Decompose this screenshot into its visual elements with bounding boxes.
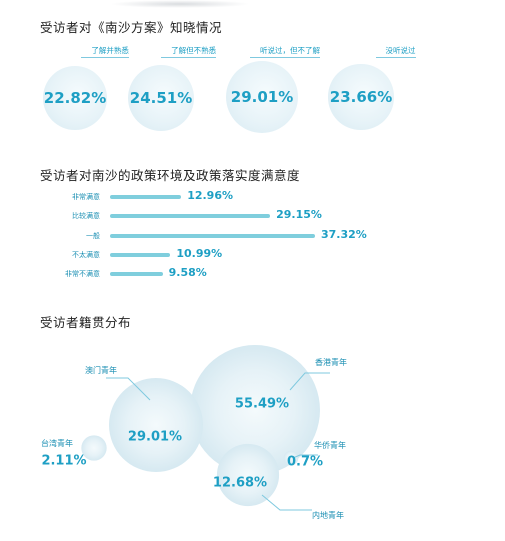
satisfaction-bar <box>110 272 163 276</box>
awareness-bubble <box>328 64 394 130</box>
satisfaction-bar <box>110 253 171 257</box>
awareness-value: 22.82% <box>43 89 107 107</box>
awareness-category-label: 了解并熟悉 <box>91 46 129 55</box>
origin-bubble <box>216 443 280 507</box>
awareness-leader-line <box>250 57 320 58</box>
origin-bubble <box>81 435 107 461</box>
satisfaction-value-label: 37.32% <box>321 228 367 241</box>
satisfaction-category-label: 非常不满意 <box>65 270 100 278</box>
awareness-bubble <box>43 66 107 130</box>
satisfaction-category-label: 不太满意 <box>72 251 100 259</box>
satisfaction-bar <box>110 195 182 199</box>
awareness-bubble <box>226 61 298 133</box>
origin-chart-title: 受访者籍贯分布 <box>40 315 132 330</box>
origin-value-label: 29.01% <box>127 429 183 445</box>
origin-value-label: 0.7% <box>286 454 324 470</box>
origin-leader-line <box>289 372 330 391</box>
satisfaction-value-label: 10.99% <box>176 247 223 260</box>
awareness-leader-line <box>375 57 416 58</box>
origin-bubble <box>283 450 299 466</box>
awareness-value: 29.01% <box>230 88 294 106</box>
origin-value-label: 12.68% <box>212 475 268 491</box>
origin-leader-line <box>106 377 151 401</box>
satisfaction-value-label: 12.96% <box>187 189 234 202</box>
top-shadow-decoration <box>110 0 250 8</box>
satisfaction-category-label: 比较满意 <box>72 212 100 220</box>
awareness-leader-line <box>161 57 217 58</box>
origin-value-label: 55.49% <box>234 396 290 412</box>
origin-leader-line <box>292 454 318 459</box>
awareness-value: 24.51% <box>129 89 193 107</box>
origin-bubble <box>190 345 320 475</box>
awareness-category-label: 了解但不熟悉 <box>171 46 217 55</box>
satisfaction-category-label: 一般 <box>86 232 100 240</box>
satisfaction-value-label: 29.15% <box>276 208 322 221</box>
satisfaction-chart-title: 受访者对南沙的政策环境及政策落实度满意度 <box>40 168 301 183</box>
awareness-value: 23.66% <box>329 88 393 106</box>
origin-category-label: 香港青年 <box>315 358 347 367</box>
awareness-chart-title: 受访者对《南沙方案》知晓情况 <box>40 20 223 35</box>
satisfaction-category-label: 非常满意 <box>72 193 100 201</box>
satisfaction-bar <box>110 234 315 238</box>
origin-value-label: 2.11% <box>41 453 87 469</box>
satisfaction-value-label: 9.58% <box>168 266 207 279</box>
origin-category-label: 澳门青年 <box>85 366 117 375</box>
origin-category-label: 内地青年 <box>312 511 344 520</box>
origin-leader-line <box>261 494 312 511</box>
awareness-category-label: 没听说过 <box>385 46 416 55</box>
awareness-leader-line <box>81 57 129 58</box>
satisfaction-bar <box>110 214 271 218</box>
origin-category-label: 华侨青年 <box>314 441 346 450</box>
origin-category-label: 台湾青年 <box>41 439 73 448</box>
origin-bubble <box>109 378 203 472</box>
awareness-category-label: 听说过，但不了解 <box>260 46 320 55</box>
awareness-bubble <box>127 64 195 132</box>
